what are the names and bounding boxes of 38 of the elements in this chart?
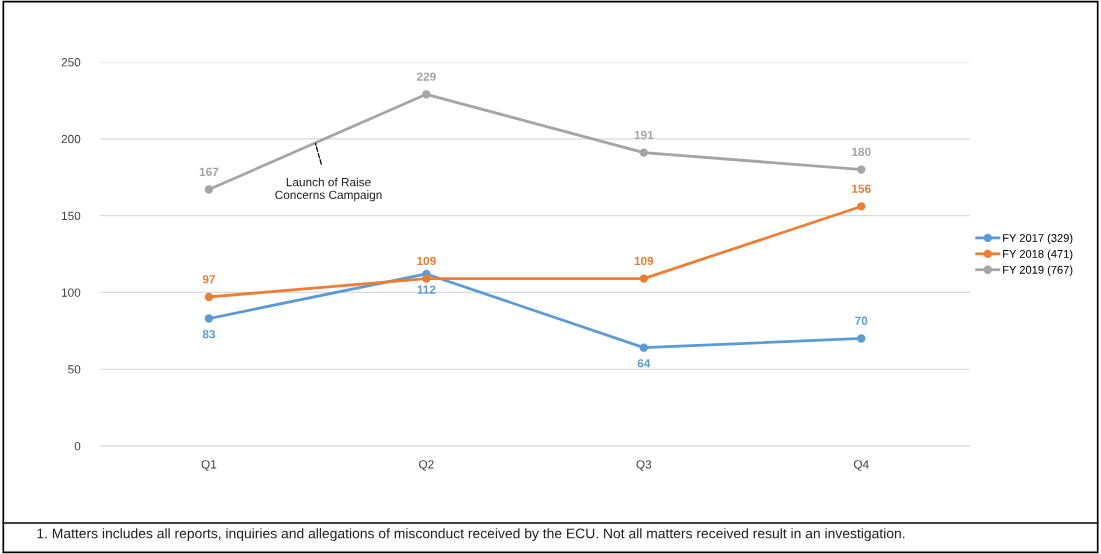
- y-tick-label: 0: [74, 442, 81, 451]
- data-label: 64: [637, 359, 651, 368]
- x-tick-label: Q2: [419, 460, 434, 471]
- legend-label: FY 2018 (471): [1003, 249, 1073, 261]
- point: [857, 202, 866, 211]
- data-label: 70: [855, 316, 868, 325]
- legend-label: FY 2019 (767): [1003, 265, 1073, 276]
- data-label: 83: [202, 329, 216, 339]
- point: [639, 148, 648, 157]
- y-tick-label: 150: [61, 211, 81, 221]
- point: [204, 292, 214, 302]
- data-label: 156: [852, 184, 871, 193]
- point: [857, 165, 866, 174]
- point: [639, 274, 648, 283]
- point: [422, 274, 431, 283]
- data-label: 109: [417, 256, 436, 266]
- point: [857, 334, 866, 343]
- legend-label: FY 2017 (329): [1003, 233, 1073, 245]
- y-tick-label: 250: [61, 58, 81, 67]
- annotation: Launch of Raise Concerns Campaign: [275, 177, 382, 202]
- data-label: 109: [634, 256, 654, 266]
- y-tick-label: 100: [61, 288, 81, 297]
- data-label: 191: [634, 130, 654, 140]
- point: [204, 185, 214, 194]
- point: [422, 90, 431, 99]
- data-label: 229: [416, 72, 436, 81]
- x-tick-label: Q4: [853, 460, 869, 471]
- data-label: 167: [199, 167, 219, 177]
- text: 1. Matters includes all reports, inquiries and allegations of misconduct received by the ECU. Not all matters received result in an investigation.: [37, 528, 905, 542]
- x-tick-label: Q1: [201, 460, 217, 471]
- y-tick-label: 200: [61, 134, 81, 144]
- point: [639, 343, 648, 352]
- y-tick-label: 50: [68, 365, 81, 374]
- data-label: 180: [852, 147, 871, 157]
- data-label: 112: [417, 285, 436, 294]
- point: [204, 314, 214, 323]
- data-label: 97: [202, 275, 215, 284]
- x-tick-label: Q3: [636, 460, 652, 471]
